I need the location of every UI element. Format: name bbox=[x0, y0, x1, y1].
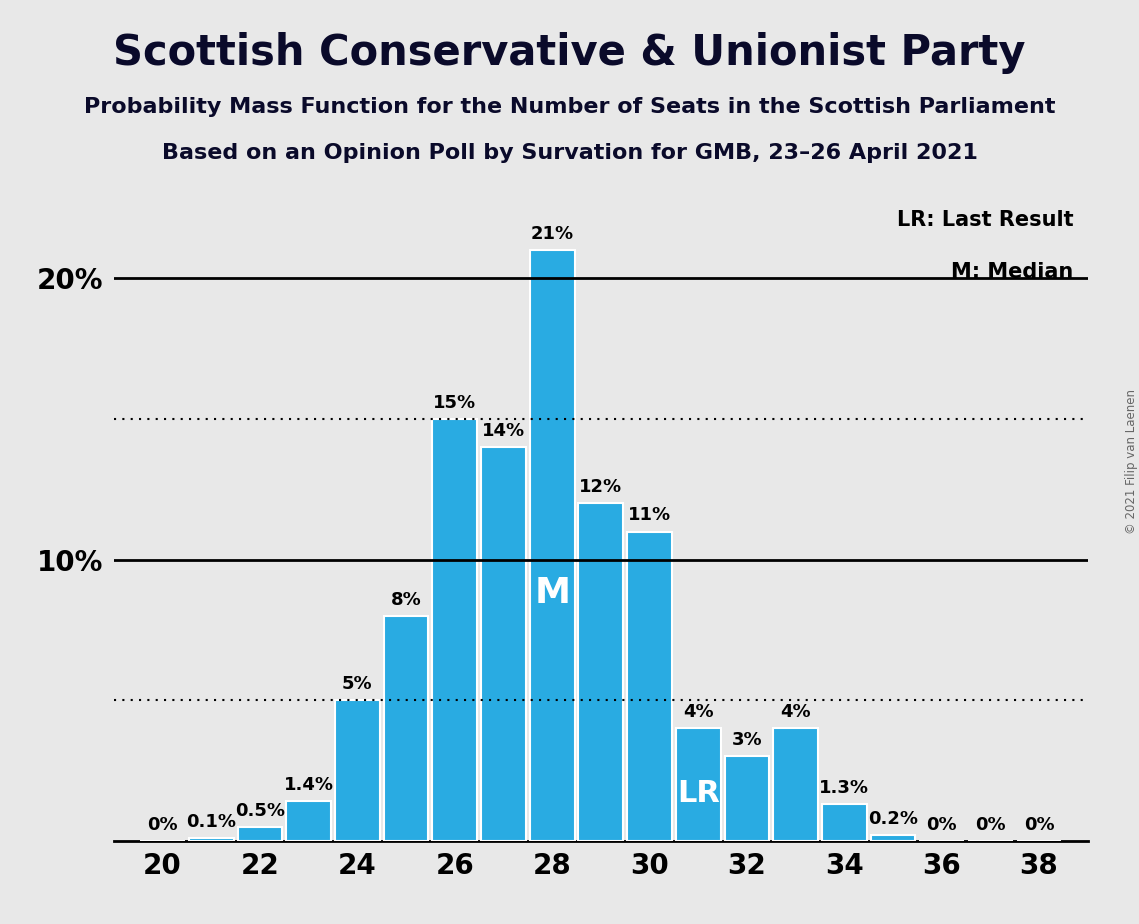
Text: 0.1%: 0.1% bbox=[187, 813, 236, 831]
Text: 0%: 0% bbox=[926, 816, 957, 833]
Text: 0%: 0% bbox=[975, 816, 1006, 833]
Text: 4%: 4% bbox=[683, 703, 713, 722]
Text: 4%: 4% bbox=[780, 703, 811, 722]
Bar bbox=[433, 419, 477, 841]
Bar bbox=[724, 757, 769, 841]
Text: © 2021 Filip van Laenen: © 2021 Filip van Laenen bbox=[1124, 390, 1138, 534]
Text: 0%: 0% bbox=[1024, 816, 1055, 833]
Text: 21%: 21% bbox=[531, 225, 574, 243]
Bar bbox=[628, 531, 672, 841]
Text: M: M bbox=[534, 576, 571, 610]
Text: 8%: 8% bbox=[391, 590, 421, 609]
Bar bbox=[286, 801, 331, 841]
Text: 1.4%: 1.4% bbox=[284, 776, 334, 795]
Bar bbox=[189, 838, 233, 841]
Bar bbox=[335, 700, 379, 841]
Bar bbox=[481, 447, 526, 841]
Text: Based on an Opinion Poll by Survation for GMB, 23–26 April 2021: Based on an Opinion Poll by Survation fo… bbox=[162, 143, 977, 164]
Text: 3%: 3% bbox=[731, 732, 762, 749]
Text: 1.3%: 1.3% bbox=[819, 779, 869, 797]
Bar bbox=[384, 616, 428, 841]
Bar bbox=[822, 804, 867, 841]
Text: 0.5%: 0.5% bbox=[235, 802, 285, 820]
Bar bbox=[238, 827, 282, 841]
Text: 0.2%: 0.2% bbox=[868, 810, 918, 828]
Text: LR: LR bbox=[677, 779, 720, 808]
Text: M: Median: M: Median bbox=[951, 262, 1073, 282]
Bar bbox=[773, 728, 818, 841]
Bar bbox=[675, 728, 721, 841]
Bar bbox=[579, 504, 623, 841]
Text: 5%: 5% bbox=[342, 675, 372, 693]
Text: Probability Mass Function for the Number of Seats in the Scottish Parliament: Probability Mass Function for the Number… bbox=[84, 97, 1055, 117]
Text: 0%: 0% bbox=[147, 816, 178, 833]
Bar bbox=[530, 250, 574, 841]
Text: Scottish Conservative & Unionist Party: Scottish Conservative & Unionist Party bbox=[113, 32, 1026, 74]
Text: 11%: 11% bbox=[628, 506, 671, 525]
Bar bbox=[870, 835, 916, 841]
Text: LR: Last Result: LR: Last Result bbox=[896, 211, 1073, 230]
Text: 15%: 15% bbox=[433, 394, 476, 412]
Text: 12%: 12% bbox=[580, 479, 622, 496]
Text: 14%: 14% bbox=[482, 422, 525, 440]
